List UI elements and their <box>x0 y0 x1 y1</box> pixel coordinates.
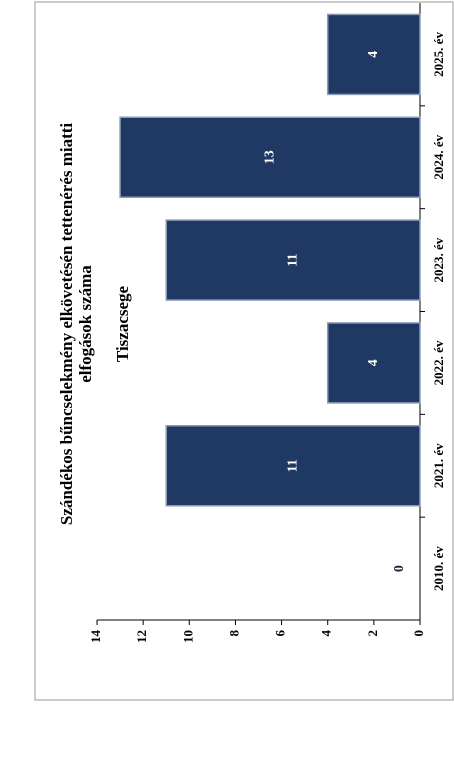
x-tick-label: 2023. év <box>431 237 446 282</box>
value-label: 4 <box>366 359 381 366</box>
rotated-chart: Szándékos bűncselekmény elkövetésén tett… <box>34 1 454 701</box>
y-tick-label: 14 <box>88 630 103 644</box>
value-label: 13 <box>262 150 277 164</box>
value-label: 11 <box>285 459 300 472</box>
chart-subtitle: elfogások száma <box>76 265 95 383</box>
chart-frame <box>34 1 454 701</box>
x-tick-label: 2025. év <box>431 32 446 77</box>
x-tick-label: 2021. év <box>431 443 446 488</box>
bar <box>326 322 421 404</box>
y-tick-label: 6 <box>273 630 288 637</box>
bar <box>326 13 421 96</box>
bar <box>165 425 421 507</box>
y-tick-label: 8 <box>226 630 241 637</box>
chart-title: Tiszacsege <box>113 285 132 362</box>
value-label: 11 <box>285 253 300 266</box>
y-tick-label: 12 <box>134 630 149 643</box>
value-label: 4 <box>366 51 381 58</box>
y-tick-label: 0 <box>411 630 426 637</box>
x-tick-label: 2024. év <box>431 134 446 179</box>
x-tick-label: 2022. év <box>431 340 446 385</box>
y-tick-label: 2 <box>365 630 380 637</box>
x-tick-label: 2010. év <box>431 546 446 591</box>
chart-subtitle: Szándékos bűncselekmény elkövetésén tett… <box>57 123 76 526</box>
bar <box>119 116 421 198</box>
y-tick-label: 10 <box>180 630 195 643</box>
bar <box>165 219 421 301</box>
value-label: 0 <box>392 565 407 572</box>
y-tick-label: 4 <box>319 630 334 637</box>
